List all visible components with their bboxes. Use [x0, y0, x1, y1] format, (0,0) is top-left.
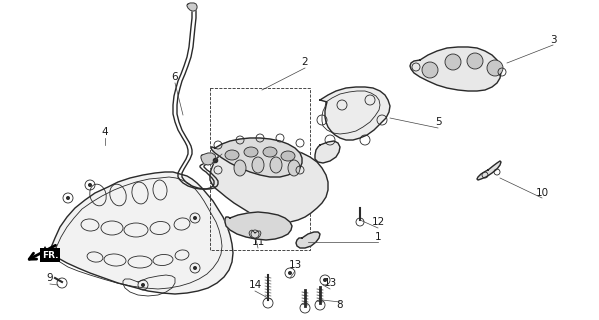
- Text: 8: 8: [337, 300, 343, 310]
- Circle shape: [445, 54, 461, 70]
- Circle shape: [323, 278, 327, 282]
- Text: 1: 1: [375, 232, 382, 242]
- Text: 12: 12: [371, 217, 385, 227]
- Ellipse shape: [263, 147, 277, 157]
- Text: FR.: FR.: [42, 251, 58, 260]
- Polygon shape: [296, 232, 320, 248]
- Circle shape: [193, 216, 197, 220]
- Text: 6: 6: [172, 72, 179, 82]
- Circle shape: [193, 266, 197, 270]
- Circle shape: [422, 62, 438, 78]
- Ellipse shape: [252, 157, 264, 173]
- Polygon shape: [210, 145, 328, 223]
- Ellipse shape: [270, 157, 282, 173]
- Circle shape: [467, 53, 483, 69]
- Circle shape: [141, 283, 145, 287]
- Text: 4: 4: [102, 127, 108, 137]
- Ellipse shape: [244, 147, 258, 157]
- Text: 11: 11: [252, 237, 265, 247]
- Text: 7: 7: [219, 143, 225, 153]
- Text: 2: 2: [302, 57, 308, 67]
- Text: 5: 5: [435, 117, 441, 127]
- Polygon shape: [201, 153, 216, 165]
- Polygon shape: [315, 141, 340, 163]
- Polygon shape: [320, 87, 390, 140]
- Polygon shape: [45, 172, 233, 294]
- Circle shape: [487, 60, 503, 76]
- Polygon shape: [225, 212, 292, 240]
- Ellipse shape: [225, 150, 239, 160]
- Text: 14: 14: [249, 280, 262, 290]
- Circle shape: [66, 196, 70, 200]
- Text: 9: 9: [47, 273, 53, 283]
- Ellipse shape: [288, 160, 300, 176]
- Polygon shape: [477, 161, 501, 180]
- Polygon shape: [211, 138, 302, 177]
- Polygon shape: [410, 47, 501, 91]
- Polygon shape: [187, 3, 197, 11]
- Text: 10: 10: [536, 188, 549, 198]
- Text: 13: 13: [288, 260, 302, 270]
- Text: 13: 13: [323, 278, 337, 288]
- Ellipse shape: [281, 151, 295, 161]
- Circle shape: [288, 271, 292, 275]
- Circle shape: [88, 183, 92, 187]
- Ellipse shape: [234, 160, 246, 176]
- Text: 3: 3: [550, 35, 556, 45]
